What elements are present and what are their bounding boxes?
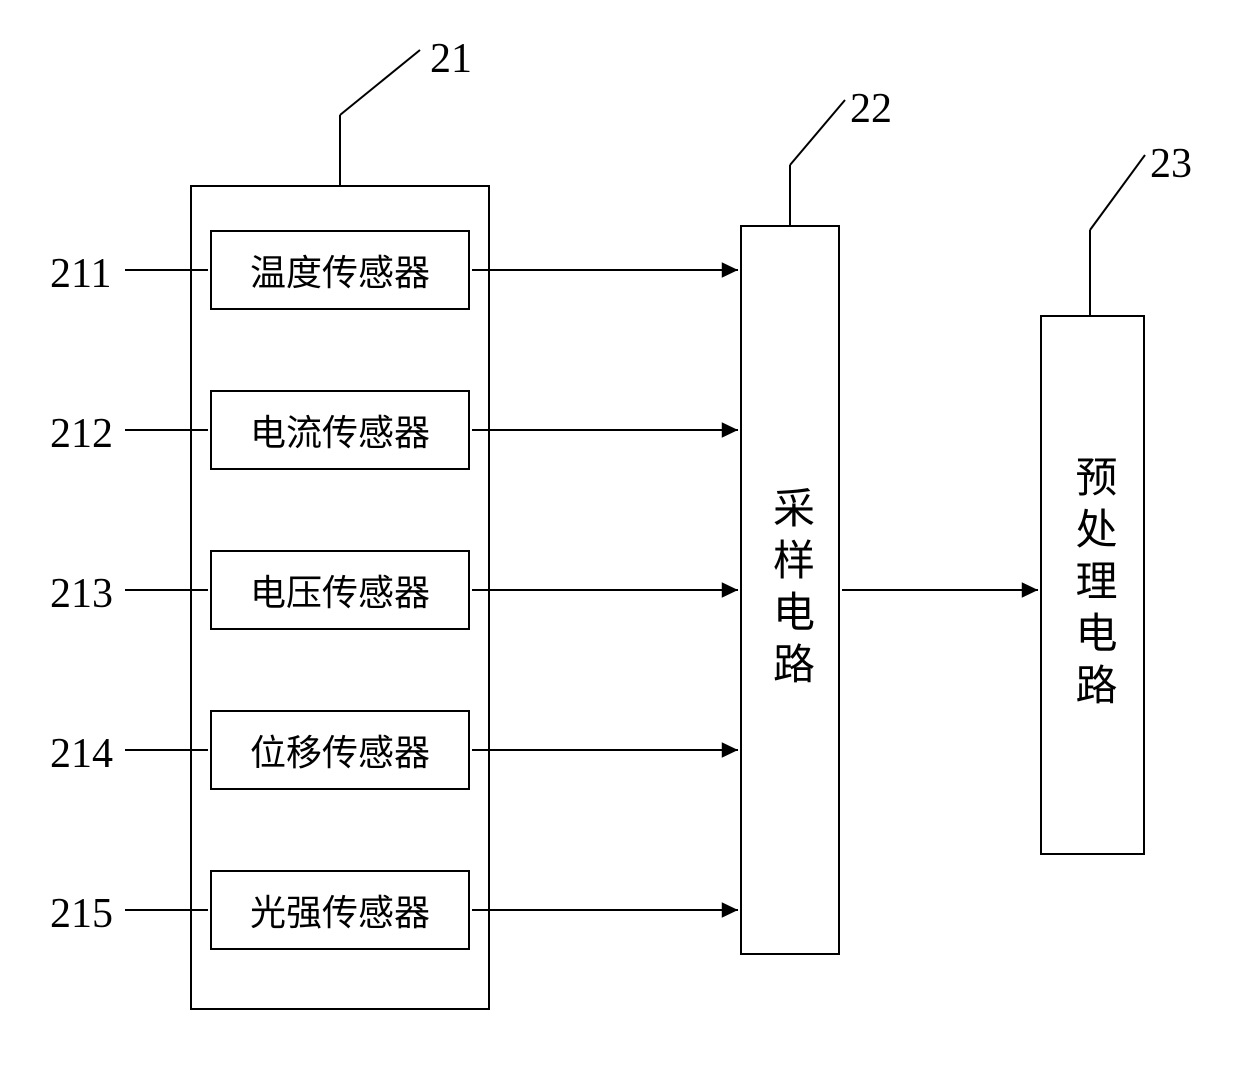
ref-label-22: 22 <box>850 85 892 133</box>
sampling-circuit-label: 采样电路 <box>760 486 821 694</box>
sensor-light-box: 光强传感器 <box>210 870 470 950</box>
ref-label-211: 211 <box>50 250 111 298</box>
sampling-circuit-box: 采样电路 <box>740 225 840 955</box>
ref-label-215: 215 <box>50 890 113 938</box>
preprocess-circuit-box: 预处理电路 <box>1040 315 1145 855</box>
ref-label-23: 23 <box>1150 140 1192 188</box>
sensor-current-label: 电流传感器 <box>250 404 430 456</box>
sensor-current-box: 电流传感器 <box>210 390 470 470</box>
sensor-displacement-box: 位移传感器 <box>210 710 470 790</box>
sensor-displacement-label: 位移传感器 <box>250 724 430 776</box>
sensor-temperature-label: 温度传感器 <box>250 244 430 296</box>
ref-label-213: 213 <box>50 570 113 618</box>
sensor-temperature-box: 温度传感器 <box>210 230 470 310</box>
sensor-voltage-box: 电压传感器 <box>210 550 470 630</box>
ref-label-214: 214 <box>50 730 113 778</box>
ref-label-21: 21 <box>430 35 472 83</box>
ref-label-212: 212 <box>50 410 113 458</box>
sensor-voltage-label: 电压传感器 <box>250 564 430 616</box>
preprocess-circuit-label: 预处理电路 <box>1062 455 1123 715</box>
sensor-light-label: 光强传感器 <box>250 884 430 936</box>
